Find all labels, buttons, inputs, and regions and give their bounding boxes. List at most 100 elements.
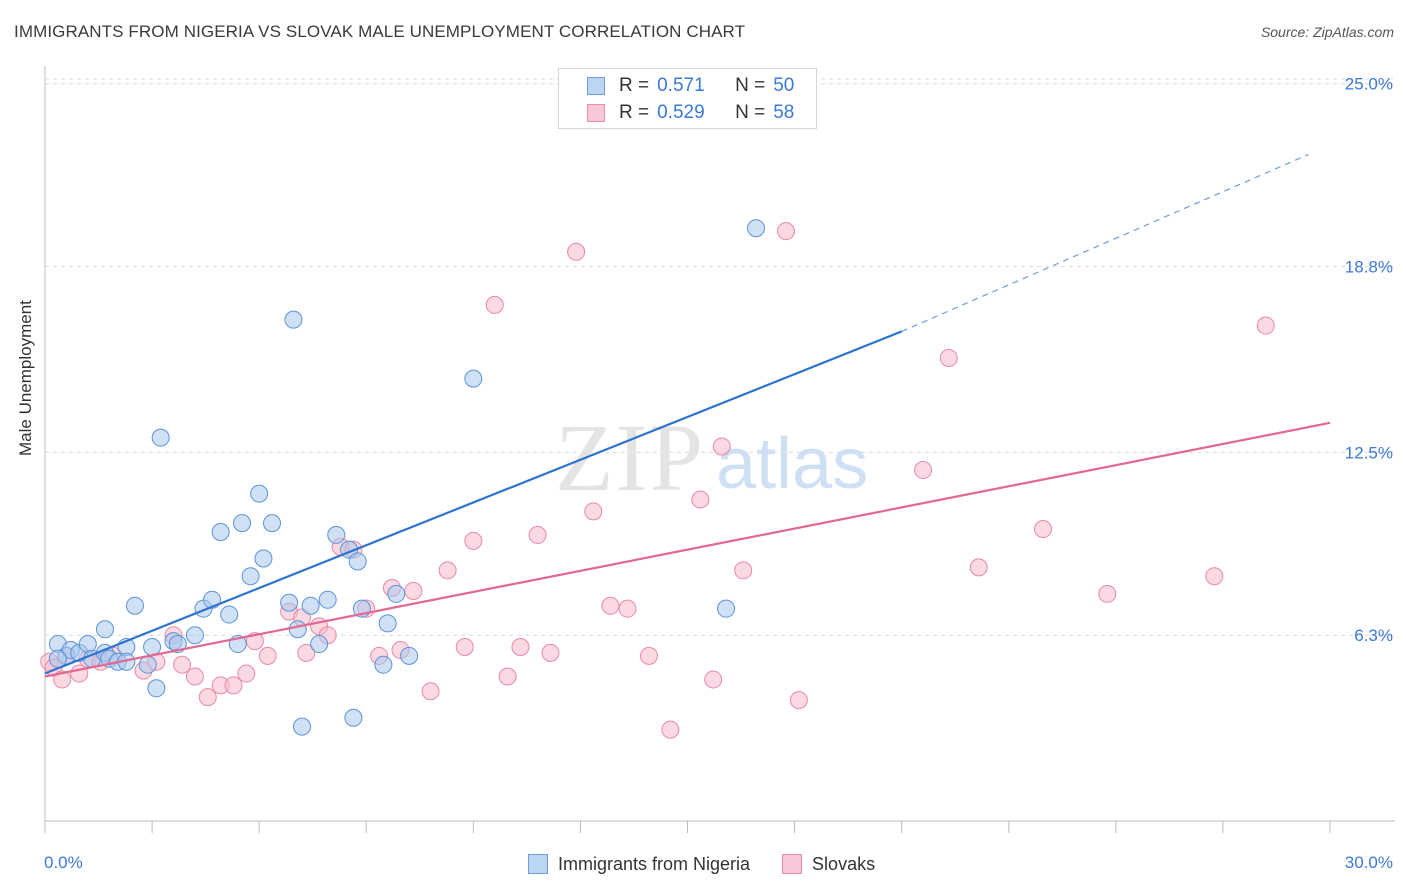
slovaks-point bbox=[404, 581, 423, 600]
y-tick-label: 25.0% bbox=[1345, 75, 1393, 94]
slovaks-point bbox=[1098, 584, 1117, 603]
y-tick-label: 12.5% bbox=[1345, 443, 1393, 462]
correlation-legend: R = 0.571 N = 50 R = 0.529 N = 58 bbox=[558, 68, 817, 129]
nigeria-point bbox=[747, 219, 766, 238]
nigeria-point bbox=[95, 620, 114, 639]
trend-lines bbox=[44, 153, 1331, 678]
nigeria-point bbox=[254, 549, 273, 568]
r-label: R = bbox=[619, 102, 650, 123]
nigeria-point bbox=[280, 593, 299, 612]
slovaks-point bbox=[528, 525, 547, 544]
nigeria-point bbox=[717, 599, 736, 618]
nigeria-point bbox=[327, 525, 346, 544]
nigeria-point bbox=[344, 708, 363, 727]
nigeria-point bbox=[348, 552, 367, 571]
nigeria-point bbox=[374, 655, 393, 674]
nigeria-point bbox=[293, 717, 311, 736]
nigeria-point bbox=[387, 584, 406, 603]
n-label: N = bbox=[735, 75, 766, 96]
x-tick-label: 0.0% bbox=[44, 853, 83, 872]
slovaks-point bbox=[258, 646, 277, 665]
watermark-atlas: atlas bbox=[716, 424, 868, 504]
slovaks-point bbox=[618, 599, 637, 618]
nigeria-trend-extension bbox=[901, 153, 1309, 332]
slovaks-point bbox=[173, 655, 192, 674]
nigeria-point bbox=[185, 626, 204, 645]
nigeria-point bbox=[147, 679, 166, 698]
slovaks-point bbox=[224, 676, 243, 695]
slovaks-point bbox=[939, 348, 958, 367]
y-tick-label: 18.8% bbox=[1345, 258, 1393, 277]
nigeria-point bbox=[263, 514, 282, 533]
nigeria-point bbox=[310, 635, 329, 654]
nigeria-point bbox=[138, 655, 157, 674]
nigeria-point bbox=[48, 649, 67, 668]
nigeria-point bbox=[220, 605, 239, 624]
nigeria-point bbox=[143, 637, 162, 656]
nigeria-point bbox=[125, 596, 144, 615]
slovaks-point bbox=[455, 637, 474, 656]
nigeria-point bbox=[233, 514, 252, 533]
slovaks-point bbox=[297, 643, 316, 662]
slovaks-point bbox=[498, 667, 517, 686]
series-legend: Immigrants from Nigeria Slovaks bbox=[528, 852, 907, 876]
slovaks-point bbox=[438, 561, 457, 580]
axes bbox=[44, 66, 1395, 833]
nigeria-point bbox=[288, 620, 307, 639]
nigeria-point bbox=[378, 614, 397, 633]
legend-row-slovaks: R = 0.529 N = 58 bbox=[587, 100, 794, 126]
slovaks-point bbox=[789, 691, 808, 710]
slovaks-point bbox=[198, 688, 217, 707]
legend-label-nigeria: Immigrants from Nigeria bbox=[558, 853, 751, 874]
slovaks-point bbox=[421, 682, 440, 701]
slovaks-point bbox=[712, 437, 731, 456]
slovaks-point bbox=[185, 667, 204, 686]
slovaks-point bbox=[511, 637, 530, 656]
nigeria-point bbox=[464, 369, 483, 388]
slovaks-point bbox=[237, 664, 256, 683]
x-tick-label: 30.0% bbox=[1345, 853, 1393, 872]
slovaks-point bbox=[704, 670, 723, 689]
slovaks-point bbox=[485, 295, 504, 314]
grid-lines bbox=[45, 78, 1395, 636]
slovaks-swatch bbox=[587, 104, 605, 122]
watermark-zip: ZIP bbox=[555, 404, 705, 511]
n-label: N = bbox=[735, 102, 766, 123]
nigeria-trend-line bbox=[44, 330, 903, 675]
r-label: R = bbox=[619, 75, 650, 96]
legend-item-nigeria[interactable]: Immigrants from Nigeria bbox=[528, 854, 750, 875]
nigeria-point bbox=[400, 646, 419, 665]
y-tick-label: 6.3% bbox=[1354, 626, 1393, 645]
slovaks-point bbox=[1256, 316, 1275, 335]
y-axis-label: Male Unemployment bbox=[16, 300, 35, 456]
slovaks-point bbox=[734, 561, 753, 580]
n-value: 50 bbox=[773, 75, 795, 96]
nigeria-point bbox=[168, 635, 187, 654]
slovaks-trend-line bbox=[44, 421, 1331, 678]
r-value: 0.529 bbox=[657, 102, 705, 123]
nigeria-swatch bbox=[587, 77, 605, 95]
n-value: 58 bbox=[773, 102, 795, 123]
slovaks-point bbox=[53, 670, 72, 689]
slovaks-point bbox=[1205, 567, 1224, 586]
tick-labels: 6.3% 12.5% 18.8% 25.0% 0.0% 30.0% bbox=[44, 75, 1393, 872]
chart-title: IMMIGRANTS FROM NIGERIA VS SLOVAK MALE U… bbox=[14, 22, 746, 41]
slovaks-point bbox=[541, 643, 560, 662]
nigeria-point bbox=[151, 428, 170, 447]
slovaks-point bbox=[969, 558, 988, 577]
source-label: Source: ZipAtlas.com bbox=[1260, 24, 1394, 40]
nigeria-point bbox=[211, 522, 230, 541]
slovaks-point bbox=[1034, 520, 1053, 539]
slovaks-point bbox=[639, 646, 658, 665]
nigeria-point bbox=[301, 596, 320, 615]
nigeria-point bbox=[241, 567, 260, 586]
nigeria-point bbox=[250, 484, 269, 503]
legend-item-slovaks[interactable]: Slovaks bbox=[782, 854, 875, 875]
nigeria-point bbox=[318, 590, 337, 609]
slovaks-point bbox=[601, 596, 620, 615]
slovaks-point bbox=[777, 222, 796, 241]
slovaks-point bbox=[661, 720, 680, 739]
slovaks-point bbox=[567, 242, 586, 261]
nigeria-swatch bbox=[528, 854, 548, 874]
